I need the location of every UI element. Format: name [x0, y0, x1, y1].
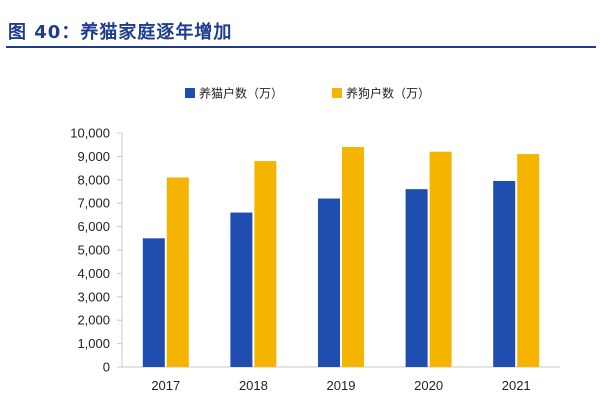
- y-tick-label: 10,000: [70, 126, 110, 141]
- y-tick-label: 0: [103, 360, 110, 375]
- legend-swatch-cats: [185, 88, 195, 98]
- bar-dogs: [166, 177, 189, 367]
- legend-swatch-dogs: [332, 88, 342, 98]
- bar-dogs: [342, 147, 364, 367]
- x-tick-label: 2017: [151, 378, 180, 393]
- title-underline: [6, 46, 596, 48]
- legend-label-dogs: 养狗户数（万）: [346, 86, 430, 101]
- x-tick-label: 2021: [502, 378, 531, 393]
- legend-label-cats: 养猫户数（万）: [199, 86, 283, 101]
- y-tick-label: 1,000: [77, 336, 110, 351]
- x-tick-label: 2020: [414, 378, 443, 393]
- y-tick-label: 4,000: [77, 266, 110, 281]
- y-tick-label: 3,000: [77, 289, 110, 304]
- bar-dogs: [429, 151, 452, 367]
- figure-title: 图 40：养猫家庭逐年增加: [8, 22, 233, 43]
- y-tick-label: 8,000: [77, 172, 110, 187]
- bar-cats: [405, 189, 428, 367]
- y-tick-label: 9,000: [77, 149, 110, 164]
- bar-cats: [230, 212, 253, 367]
- bar-cats: [318, 198, 340, 367]
- y-tick-label: 5,000: [77, 243, 110, 258]
- x-tick-label: 2019: [327, 378, 356, 393]
- y-tick-label: 2,000: [77, 313, 110, 328]
- bar-dogs: [517, 154, 540, 367]
- x-tick-label: 2018: [239, 378, 268, 393]
- y-tick-label: 7,000: [77, 196, 110, 211]
- bar-dogs: [254, 161, 277, 367]
- bar-cats: [142, 238, 165, 367]
- y-tick-label: 6,000: [77, 219, 110, 234]
- bar-cats: [493, 180, 516, 367]
